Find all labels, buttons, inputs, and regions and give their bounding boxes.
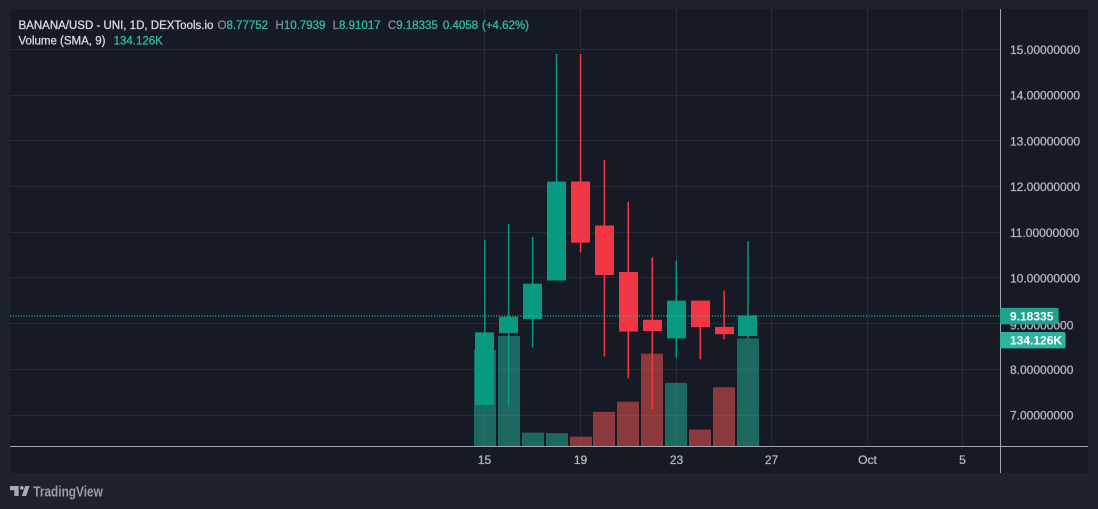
- svg-text:H10.7939: H10.7939: [276, 20, 326, 32]
- svg-text:12.00000000: 12.00000000: [1010, 180, 1080, 194]
- svg-text:TradingView: TradingView: [33, 484, 103, 500]
- svg-text:Oct: Oct: [858, 453, 877, 467]
- svg-text:27: 27: [765, 453, 779, 467]
- svg-text:C9.18335: C9.18335: [388, 20, 438, 32]
- svg-text:L8.91017: L8.91017: [333, 20, 381, 32]
- svg-text:O8.77752: O8.77752: [218, 20, 269, 32]
- svg-text:7.00000000: 7.00000000: [1010, 409, 1074, 423]
- svg-text:9.18335: 9.18335: [1010, 310, 1054, 324]
- svg-text:134.126K: 134.126K: [1010, 334, 1062, 348]
- svg-text:11.00000000: 11.00000000: [1010, 226, 1080, 240]
- svg-text:Volume (SMA, 9): Volume (SMA, 9): [19, 35, 106, 47]
- svg-text:(+4.62%): (+4.62%): [482, 20, 529, 32]
- svg-text:14.00000000: 14.00000000: [1010, 89, 1080, 103]
- svg-text:8.00000000: 8.00000000: [1010, 363, 1074, 377]
- svg-text:23: 23: [670, 453, 684, 467]
- svg-text:19: 19: [574, 453, 588, 467]
- svg-text:5: 5: [959, 453, 966, 467]
- svg-text:BANANA/USD - UNI, 1D, DEXTools: BANANA/USD - UNI, 1D, DEXTools.io: [19, 20, 214, 32]
- svg-text:0.4058: 0.4058: [443, 20, 478, 32]
- svg-text:13.00000000: 13.00000000: [1010, 134, 1080, 148]
- svg-text:10.00000000: 10.00000000: [1010, 271, 1080, 285]
- svg-text:15: 15: [478, 453, 492, 467]
- svg-text:15.00000000: 15.00000000: [1010, 43, 1080, 57]
- svg-text:134.126K: 134.126K: [114, 35, 164, 47]
